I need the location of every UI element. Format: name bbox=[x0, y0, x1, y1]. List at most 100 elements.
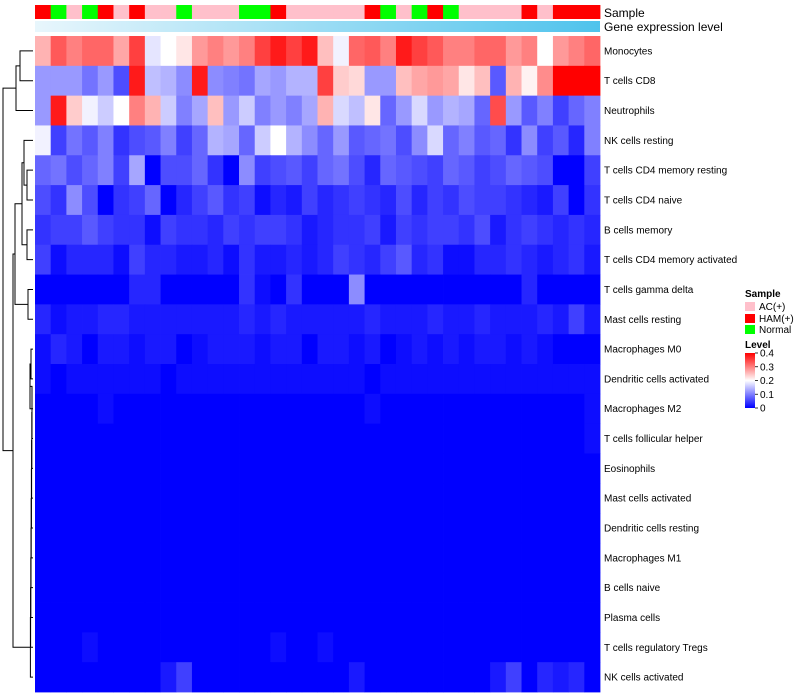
heatmap-cell bbox=[584, 65, 601, 97]
heatmap-cell bbox=[82, 483, 99, 514]
heatmap-cell bbox=[552, 36, 570, 67]
heatmap-cell bbox=[380, 632, 397, 663]
heatmap-cell bbox=[521, 662, 538, 693]
heatmap-cell bbox=[160, 244, 177, 275]
dendrogram-branch bbox=[26, 169, 33, 201]
heatmap-cell bbox=[333, 513, 350, 544]
legend-swatch-normal bbox=[745, 325, 755, 334]
heatmap-cell bbox=[144, 304, 161, 335]
heatmap-cell bbox=[301, 274, 318, 305]
heatmap-cell bbox=[568, 602, 585, 633]
heatmap-cell bbox=[537, 125, 554, 156]
heatmap-cell bbox=[97, 65, 114, 97]
heatmap-cell bbox=[50, 274, 67, 305]
heatmap-cell bbox=[584, 155, 601, 186]
heatmap-cell bbox=[129, 214, 146, 246]
heatmap-cell bbox=[584, 244, 601, 275]
heatmap-cell bbox=[97, 602, 114, 633]
heatmap-cell bbox=[317, 602, 334, 633]
heatmap-cell bbox=[505, 662, 522, 693]
heatmap-cell bbox=[348, 95, 365, 126]
heatmap-cell bbox=[191, 572, 209, 603]
heatmap-cell bbox=[348, 364, 365, 395]
heatmap-cell bbox=[427, 483, 444, 514]
heatmap-cell bbox=[490, 572, 507, 603]
heatmap-cell bbox=[239, 65, 256, 97]
heatmap-cell bbox=[97, 393, 114, 425]
heatmap-cell bbox=[160, 542, 177, 574]
heatmap-cell bbox=[317, 125, 334, 156]
heatmap-cell bbox=[191, 334, 209, 365]
sample-annotation-cell bbox=[50, 5, 67, 19]
row-label: T cells CD4 naive bbox=[604, 196, 683, 207]
heatmap-cell bbox=[160, 483, 177, 514]
heatmap-cell bbox=[521, 364, 538, 395]
heatmap-cell bbox=[223, 304, 240, 335]
heatmap-cell bbox=[82, 542, 99, 574]
heatmap-cell bbox=[505, 65, 522, 97]
heatmap-cell bbox=[333, 125, 350, 156]
sample-annotation-cell bbox=[270, 5, 287, 19]
heatmap-cell bbox=[348, 185, 365, 216]
heatmap-cell bbox=[191, 214, 209, 246]
heatmap-cell bbox=[223, 423, 240, 454]
heatmap-cell bbox=[552, 334, 570, 365]
heatmap-cell bbox=[270, 304, 287, 335]
heatmap-cell bbox=[443, 423, 460, 454]
heatmap-cell bbox=[333, 662, 350, 693]
heatmap-cell bbox=[443, 65, 460, 97]
heatmap-cell bbox=[552, 483, 570, 514]
row-label: Macrophages M0 bbox=[604, 345, 682, 356]
heatmap-cell bbox=[521, 274, 538, 305]
heatmap-cell bbox=[537, 214, 554, 246]
heatmap-cell bbox=[458, 453, 475, 484]
sample-annotation-cell bbox=[521, 5, 538, 19]
heatmap-cell bbox=[348, 572, 365, 603]
heatmap-cell bbox=[552, 244, 570, 275]
heatmap-cell bbox=[348, 513, 365, 544]
heatmap-cell bbox=[35, 572, 52, 603]
heatmap-cell bbox=[144, 125, 161, 156]
heatmap-cell bbox=[458, 274, 475, 305]
heatmap-cell bbox=[191, 364, 209, 395]
heatmap-cell bbox=[50, 393, 67, 425]
heatmap-cell bbox=[411, 662, 428, 693]
heatmap-cell bbox=[239, 572, 256, 603]
heatmap-cell bbox=[301, 602, 318, 633]
heatmap-cell bbox=[129, 602, 146, 633]
heatmap-cell bbox=[521, 125, 538, 156]
heatmap-cell bbox=[239, 423, 256, 454]
heatmap-cell bbox=[395, 572, 413, 603]
heatmap-cell bbox=[317, 214, 334, 246]
heatmap-cell bbox=[395, 334, 413, 365]
heatmap-cell bbox=[129, 393, 146, 425]
heatmap-cell bbox=[207, 95, 224, 126]
heatmap-cell bbox=[286, 125, 303, 156]
heatmap-cell bbox=[395, 602, 413, 633]
heatmap-cell bbox=[505, 453, 522, 484]
heatmap-cell bbox=[129, 572, 146, 603]
heatmap-cell bbox=[270, 334, 287, 365]
heatmap-cell bbox=[490, 155, 507, 186]
heatmap-cell bbox=[113, 364, 130, 395]
heatmap-cell bbox=[317, 36, 334, 67]
heatmap-cell bbox=[270, 274, 287, 305]
sample-annotation-cell bbox=[458, 5, 475, 19]
heatmap-cell bbox=[568, 542, 585, 574]
heatmap-cell bbox=[427, 423, 444, 454]
heatmap-cell bbox=[427, 542, 444, 574]
heatmap-cell bbox=[427, 602, 444, 633]
heatmap-cell bbox=[129, 364, 146, 395]
heatmap-cell bbox=[411, 423, 428, 454]
heatmap-cell bbox=[254, 304, 271, 335]
heatmap-cell bbox=[207, 334, 224, 365]
heatmap-cell bbox=[254, 632, 271, 663]
heatmap-cell bbox=[427, 214, 444, 246]
heatmap-cell bbox=[129, 662, 146, 693]
heatmap-cell bbox=[144, 423, 161, 454]
heatmap-cell bbox=[66, 483, 83, 514]
heatmap-cell bbox=[50, 513, 67, 544]
heatmap-cell bbox=[97, 453, 114, 484]
heatmap-cell bbox=[411, 632, 428, 663]
heatmap-cell bbox=[191, 36, 209, 67]
